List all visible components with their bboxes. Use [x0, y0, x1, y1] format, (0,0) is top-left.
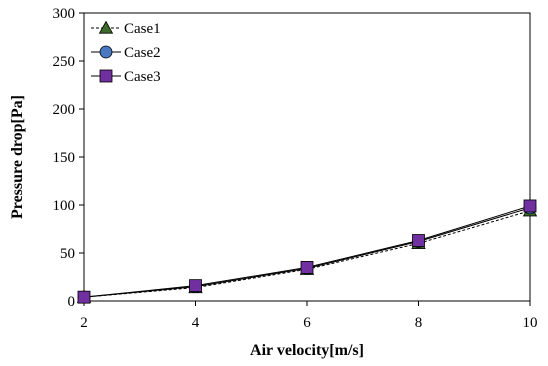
- legend-marker-case1: [98, 20, 114, 34]
- data-point-case3: [523, 199, 537, 213]
- y-axis-title: Pressure drop[Pa]: [9, 95, 26, 219]
- series-line-case3: [83, 205, 531, 298]
- series-markers: [76, 199, 538, 304]
- legend-label-case2: Case2: [124, 45, 161, 61]
- x-tick-label: 10: [523, 315, 538, 331]
- legend-marker-case3: [99, 69, 113, 83]
- y-tick-label: 100: [53, 198, 76, 214]
- data-point-case3: [412, 234, 425, 247]
- legend-marker-case2: [99, 45, 113, 59]
- series-line-case2: [83, 207, 531, 298]
- legend-label-case1: Case1: [124, 21, 161, 37]
- y-tick-label: 250: [53, 54, 76, 70]
- y-tick-label: 0: [68, 294, 76, 310]
- x-axis: 2 4 6 8 10: [80, 301, 538, 331]
- data-point-case3: [300, 260, 314, 274]
- series-line-case1: [83, 210, 531, 298]
- legend: Case1 Case2 Case3: [91, 20, 161, 85]
- x-tick-label: 6: [303, 315, 311, 331]
- series-lines: [83, 205, 531, 298]
- y-axis: 0 50 100 150 200 250 300: [53, 6, 84, 310]
- x-axis-title: Air velocity[m/s]: [250, 342, 364, 359]
- y-tick-label: 300: [53, 6, 76, 22]
- y-tick-label: 150: [53, 150, 76, 166]
- data-point-case3: [77, 290, 91, 304]
- x-tick-label: 8: [415, 315, 423, 331]
- y-tick-label: 50: [60, 246, 75, 262]
- y-tick-label: 200: [53, 102, 76, 118]
- legend-label-case3: Case3: [124, 69, 161, 85]
- x-tick-label: 2: [80, 315, 88, 331]
- x-tick-label: 4: [192, 315, 200, 331]
- data-point-case3: [189, 279, 202, 293]
